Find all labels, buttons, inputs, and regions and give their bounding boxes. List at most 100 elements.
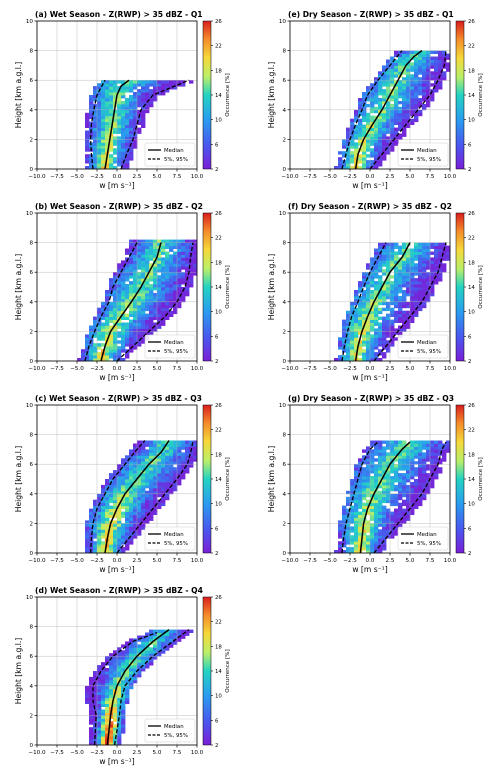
- heatmap-cell: [386, 254, 391, 258]
- heatmap-cell: [366, 511, 371, 515]
- heatmap-cell: [129, 479, 134, 483]
- heatmap-cell: [97, 739, 102, 743]
- heatmap-cell: [366, 340, 371, 344]
- heatmap-cell: [366, 535, 371, 539]
- heatmap-cell: [105, 83, 110, 87]
- heatmap-cell: [97, 676, 102, 681]
- heatmap-cell: [165, 461, 170, 465]
- heatmap-cell: [350, 526, 355, 530]
- colorbar-tick-label: 26: [468, 19, 475, 25]
- heatmap-cell: [414, 74, 419, 78]
- heatmap-cell: [149, 257, 154, 261]
- heatmap-cell: [153, 316, 158, 320]
- heatmap-cell: [378, 100, 383, 105]
- heatmap-cell: [358, 496, 363, 501]
- heatmap-cell: [93, 145, 98, 149]
- heatmap-cell: [129, 266, 134, 270]
- heatmap-cell: [93, 160, 98, 164]
- heatmap-cell: [430, 65, 435, 69]
- heatmap-cell: [129, 665, 134, 669]
- heatmap-cell: [358, 304, 363, 309]
- heatmap-cell: [105, 163, 110, 167]
- heatmap-cell: [434, 62, 439, 66]
- heatmap-cell: [414, 83, 419, 87]
- heatmap-cell: [113, 712, 118, 716]
- heatmap-cell: [366, 461, 371, 465]
- heatmap-cell: [117, 526, 122, 530]
- heatmap-cell: [105, 700, 110, 704]
- y-axis-label: Height [km a.g.l.]: [267, 62, 276, 129]
- heatmap-cell: [362, 482, 367, 486]
- heatmap-cell: [426, 260, 431, 264]
- heatmap-cell: [358, 464, 363, 468]
- heatmap-cell: [402, 56, 407, 60]
- heatmap-cell: [169, 635, 174, 639]
- x-tick-label: 7.5: [426, 174, 435, 180]
- heatmap-cell: [121, 650, 126, 654]
- heatmap-cell: [133, 325, 138, 329]
- heatmap-cell: [125, 251, 130, 255]
- heatmap-cell: [410, 53, 415, 57]
- heatmap-cell: [161, 467, 166, 471]
- heatmap-cell: [109, 476, 114, 480]
- heatmap-cell: [145, 653, 150, 657]
- heatmap-cell: [446, 56, 451, 60]
- heatmap-cell: [398, 65, 403, 69]
- heatmap-cell: [410, 292, 415, 297]
- heatmap-cell: [398, 248, 403, 252]
- heatmap-cell: [382, 109, 387, 114]
- heatmap-cell: [97, 130, 102, 134]
- heatmap-cell: [169, 298, 174, 303]
- heatmap-cell: [434, 56, 439, 60]
- heatmap-cell: [161, 647, 166, 651]
- heatmap-cell: [378, 511, 383, 515]
- heatmap-cell: [390, 340, 395, 344]
- heatmap-cell: [93, 676, 98, 681]
- heatmap-cell: [101, 703, 106, 707]
- heatmap-cell: [410, 284, 415, 288]
- heatmap-cell: [370, 142, 375, 146]
- heatmap-cell: [141, 106, 146, 111]
- heatmap-cell: [398, 461, 403, 465]
- heatmap-cell: [346, 538, 351, 542]
- heatmap-cell: [109, 526, 114, 530]
- colorbar-gradient: [455, 20, 465, 170]
- heatmap-cell: [97, 355, 102, 359]
- heatmap-cell: [374, 86, 379, 90]
- heatmap-cell: [113, 676, 118, 681]
- heatmap-cell: [442, 59, 447, 63]
- y-tick-label: 6: [29, 654, 33, 660]
- heatmap-cell: [414, 103, 419, 108]
- heatmap-cell: [386, 334, 391, 338]
- heatmap-cell: [101, 145, 106, 149]
- heatmap-cell: [193, 449, 198, 453]
- heatmap-cell: [101, 154, 106, 158]
- heatmap-cell: [149, 328, 154, 332]
- heatmap-cell: [398, 124, 403, 128]
- y-tick-label: 8: [29, 49, 33, 55]
- heatmap-cell: [137, 479, 142, 483]
- heatmap-cell: [177, 443, 182, 447]
- heatmap-cell: [161, 304, 166, 309]
- heatmap-cell: [121, 665, 126, 669]
- heatmap-cell: [358, 281, 363, 285]
- heatmap-cell: [346, 346, 351, 350]
- heatmap-cell: [366, 337, 371, 341]
- heatmap-cell: [362, 358, 367, 362]
- heatmap-cell: [181, 251, 186, 255]
- heatmap-cell: [153, 257, 158, 261]
- heatmap-cell: [370, 529, 375, 533]
- heatmap-cell: [362, 124, 367, 128]
- heatmap-cell: [165, 638, 170, 642]
- heatmap-cell: [97, 346, 102, 350]
- heatmap-cell: [374, 127, 379, 131]
- heatmap-cell: [165, 644, 170, 648]
- heatmap-cell: [133, 526, 138, 530]
- heatmap-cell: [366, 458, 371, 462]
- heatmap-cell: [362, 95, 367, 99]
- heatmap-cell: [137, 440, 142, 444]
- heatmap-cell: [394, 112, 399, 117]
- heatmap-cell: [173, 290, 178, 294]
- heatmap-cell: [129, 334, 134, 338]
- heatmap-cell: [113, 92, 118, 96]
